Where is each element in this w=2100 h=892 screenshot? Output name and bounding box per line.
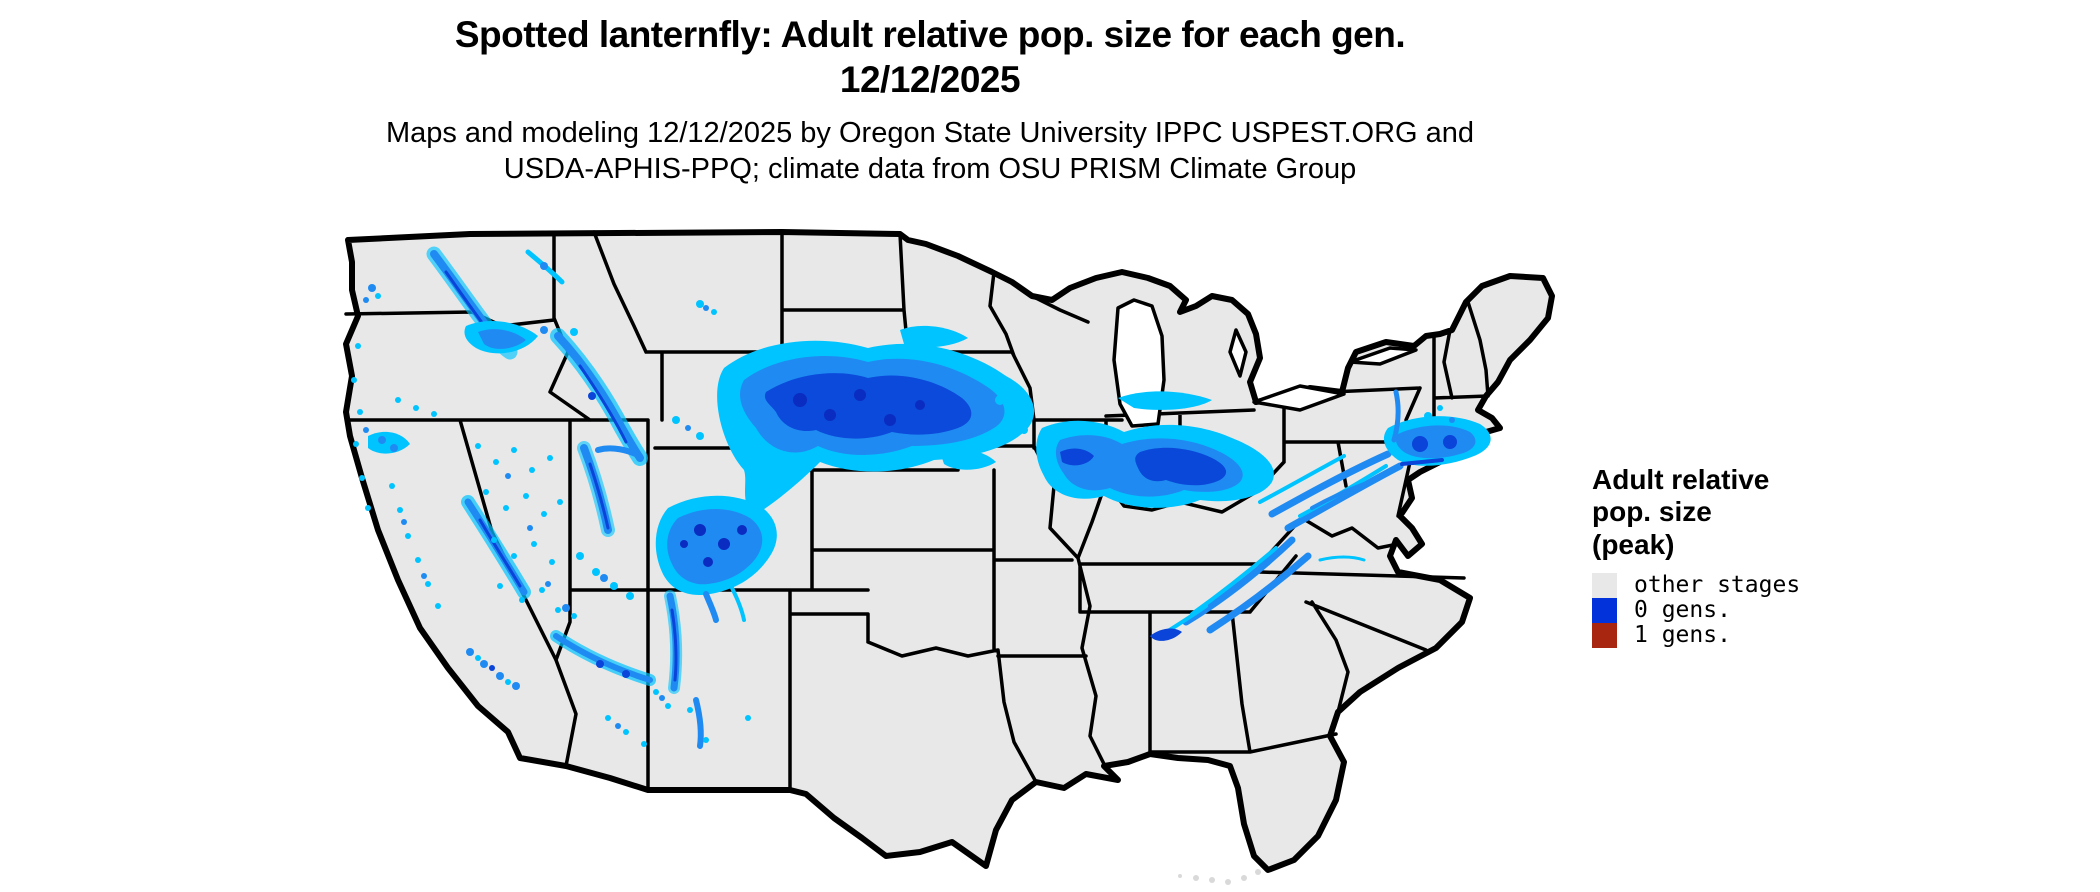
legend-label-0-gens: 0 gens. [1634, 597, 1731, 624]
legend-swatch-other-stages [1592, 573, 1617, 599]
lake-erie [1252, 384, 1346, 412]
florida-keys [1178, 869, 1261, 885]
map-header: Spotted lanternfly: Adult relative pop. … [330, 12, 1530, 187]
overlay-midwest [717, 325, 1035, 516]
overlay-nevada [475, 443, 563, 613]
overlay-pennsylvania [1258, 450, 1404, 532]
great-lakes [1112, 298, 1418, 428]
legend-title-line3: (peak) [1592, 528, 1675, 560]
overlay-oregon [351, 321, 548, 511]
map-subtitle-line1: Maps and modeling 12/12/2025 by Oregon S… [385, 117, 1475, 150]
overlay-appalachians [1150, 536, 1366, 641]
lake-ontario [1348, 346, 1418, 366]
population-overlay [351, 246, 1491, 749]
overlay-cornbelt [1036, 391, 1274, 508]
saginaw-bay [1228, 328, 1248, 378]
overlay-new-mexico [653, 590, 751, 749]
map-title-line1: Spotted lanternfly: Adult relative pop. … [454, 14, 1406, 55]
map-subtitle: Maps and modeling 12/12/2025 by Oregon S… [330, 116, 1530, 187]
legend-title-line1: Adult relative [1592, 464, 1770, 495]
overlay-idaho [550, 328, 648, 466]
legend-title-line2: pop. size [1592, 496, 1712, 528]
legend-row-0-gens: 0 gens. [1592, 597, 1922, 624]
legend-row-other-stages: other stages [1592, 572, 1922, 599]
legend-row-1-gens: 1 gens. [1592, 622, 1922, 649]
legend-title: Adult relative pop. size (peak) [1592, 464, 1922, 561]
legend-items: other stages 0 gens. 1 gens. [1592, 572, 1922, 649]
overlay-utah [576, 441, 643, 600]
overlay-colorado [655, 475, 777, 623]
legend-swatch-0-gens [1592, 598, 1617, 624]
overlay-california [368, 431, 531, 690]
overlay-arizona [550, 604, 656, 747]
legend-swatch-1-gens [1592, 623, 1617, 649]
legend-label-other-stages: other stages [1634, 572, 1801, 599]
map-subtitle-line2: USDA-APHIS-PPQ; climate data from OSU PR… [503, 152, 1357, 185]
overlay-wyoming-montana [672, 300, 746, 456]
overlay-northeast-coast [1383, 389, 1491, 466]
legend-label-1-gens: 1 gens. [1634, 622, 1731, 649]
map-title-line2: 12/12/2025 [839, 59, 1021, 101]
legend: Adult relative pop. size (peak) other st… [1592, 464, 1922, 649]
